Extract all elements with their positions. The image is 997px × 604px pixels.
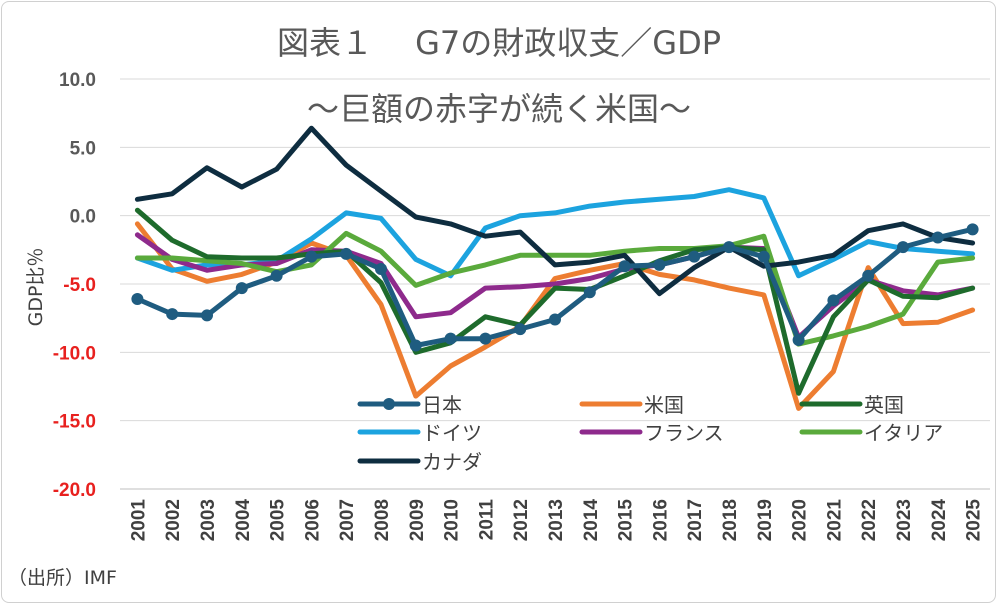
x-tick-label: 2013 <box>546 499 567 541</box>
data-point <box>166 308 179 321</box>
x-tick-label: 2024 <box>929 499 950 542</box>
data-point <box>131 293 144 306</box>
y-tick-label: 10.0 <box>59 70 96 91</box>
data-point <box>549 313 561 326</box>
y-tick-label: -15.0 <box>53 412 96 433</box>
x-tick-label: 2023 <box>894 499 915 541</box>
x-tick-label: 2002 <box>163 499 184 541</box>
x-tick-label: 2018 <box>720 499 741 541</box>
x-tick-label: 2004 <box>233 499 254 542</box>
data-point <box>757 250 770 263</box>
data-point <box>792 334 805 347</box>
legend-label: フランス <box>644 421 724 445</box>
series-line-2 <box>134 207 976 396</box>
data-point <box>409 339 422 352</box>
x-tick-label: 2017 <box>685 499 706 541</box>
data-point <box>340 247 353 260</box>
legend-label: 米国 <box>644 393 684 417</box>
y-axis-label: GDP比％ <box>25 248 47 327</box>
data-point <box>201 309 213 322</box>
x-tick-label: 2021 <box>824 499 845 542</box>
data-point <box>444 332 457 345</box>
data-point <box>618 260 631 273</box>
y-tick-label: -5.0 <box>63 275 96 296</box>
data-point <box>688 250 701 263</box>
data-point <box>897 241 909 254</box>
data-point <box>583 286 596 299</box>
data-point <box>514 323 527 336</box>
gridlines <box>120 78 990 490</box>
data-point <box>723 241 735 254</box>
x-tick-label: 2008 <box>372 499 393 541</box>
x-tick-label: 2009 <box>407 499 428 541</box>
series-line-6 <box>134 125 976 297</box>
chart-title: 図表１ G7の財政収支／GDP <box>277 24 721 62</box>
series-lines <box>131 125 979 411</box>
x-tick-label: 2001 <box>128 499 149 542</box>
x-tick-label: 2010 <box>442 499 463 541</box>
legend-label: 日本 <box>422 393 462 417</box>
x-tick-label: 2014 <box>581 499 602 542</box>
x-tick-label: 2019 <box>755 499 776 541</box>
data-point <box>862 269 875 282</box>
x-tick-label: 2011 <box>476 499 497 541</box>
data-point <box>375 262 387 275</box>
x-tick-label: 2020 <box>790 499 811 541</box>
data-point <box>305 250 318 263</box>
chart-subtitle: ～巨額の赤字が続く米国～ <box>307 90 691 128</box>
x-tick-label: 2012 <box>511 499 532 541</box>
x-tick-label: 2005 <box>268 499 289 542</box>
legend-marker <box>383 398 395 410</box>
y-tick-label: 0.0 <box>70 207 96 228</box>
series-line-3 <box>134 187 976 279</box>
legend-label: カナダ <box>422 450 482 474</box>
data-point <box>235 282 248 295</box>
data-point <box>827 294 840 307</box>
x-tick-label: 2016 <box>650 499 671 541</box>
y-tick-label: 5.0 <box>70 138 96 159</box>
legend-label: ドイツ <box>422 421 482 445</box>
legend-label: イタリア <box>864 421 943 445</box>
y-tick-label: -10.0 <box>53 343 96 364</box>
x-tick-label: 2003 <box>198 499 219 541</box>
x-tick-label: 2007 <box>337 499 358 541</box>
x-tick-label: 2025 <box>964 499 985 542</box>
x-tick-label: 2006 <box>302 499 323 541</box>
data-point <box>653 258 666 271</box>
x-tick-label: 2015 <box>616 499 637 542</box>
data-point <box>966 223 979 236</box>
source-note: （出所）IMF <box>8 567 117 589</box>
x-tick-label: 2022 <box>859 499 880 541</box>
data-point <box>270 269 283 282</box>
data-point <box>479 332 492 345</box>
y-tick-label: -20.0 <box>53 480 96 501</box>
y-axis-ticks: 10.0 5.0 0.0 -5.0 -10.0 -15.0 -20.0 <box>53 70 96 501</box>
x-axis-ticks: 2001 2002 2003 2004 2005 2006 2007 2008 2009 2010… <box>128 499 984 542</box>
data-point <box>931 231 944 244</box>
legend-label: 英国 <box>864 393 904 417</box>
